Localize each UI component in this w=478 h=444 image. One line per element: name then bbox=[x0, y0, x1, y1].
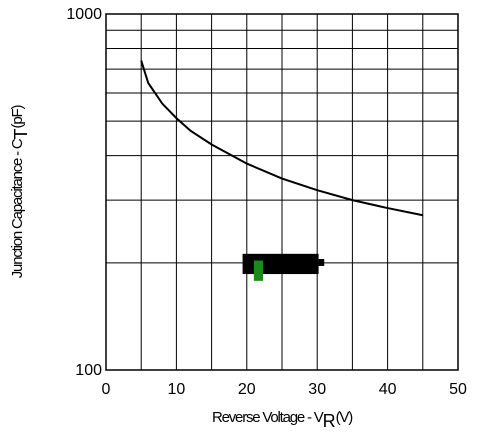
y-tick-labels: 1000 100 bbox=[66, 6, 102, 379]
x-tick-label: 40 bbox=[379, 381, 397, 398]
x-tick-label: 0 bbox=[102, 381, 111, 398]
x-tick-label: 50 bbox=[449, 381, 467, 398]
x-axis-title-main: Reverse Voltage - V bbox=[212, 409, 324, 426]
x-tick-label: 30 bbox=[308, 381, 326, 398]
y-tick-label: 100 bbox=[75, 362, 102, 379]
y-axis-title: Junction Capacitance - CT(pF) bbox=[9, 105, 31, 279]
x-tick-label: 20 bbox=[238, 381, 256, 398]
x-axis-title: Reverse Voltage - VR(V) bbox=[212, 409, 353, 431]
x-tick-label: 10 bbox=[168, 381, 186, 398]
plot-frame bbox=[105, 13, 459, 371]
x-axis-title-unit: (V) bbox=[336, 409, 354, 426]
x-tick-labels: 0 10 20 30 40 50 bbox=[102, 381, 467, 398]
series-layer bbox=[140, 60, 424, 217]
y-axis-title-subscript: T bbox=[11, 128, 31, 139]
green-marker bbox=[253, 260, 263, 281]
black-box-tab bbox=[318, 259, 325, 266]
y-axis-title-unit: (pF) bbox=[9, 105, 26, 129]
series-line bbox=[140, 60, 424, 217]
y-axis-title-main: Junction Capacitance - C bbox=[9, 138, 26, 278]
obscuring-block bbox=[242, 253, 325, 281]
grid bbox=[106, 14, 458, 370]
y-tick-label: 1000 bbox=[66, 6, 102, 23]
x-axis-title-subscript: R bbox=[323, 411, 336, 431]
